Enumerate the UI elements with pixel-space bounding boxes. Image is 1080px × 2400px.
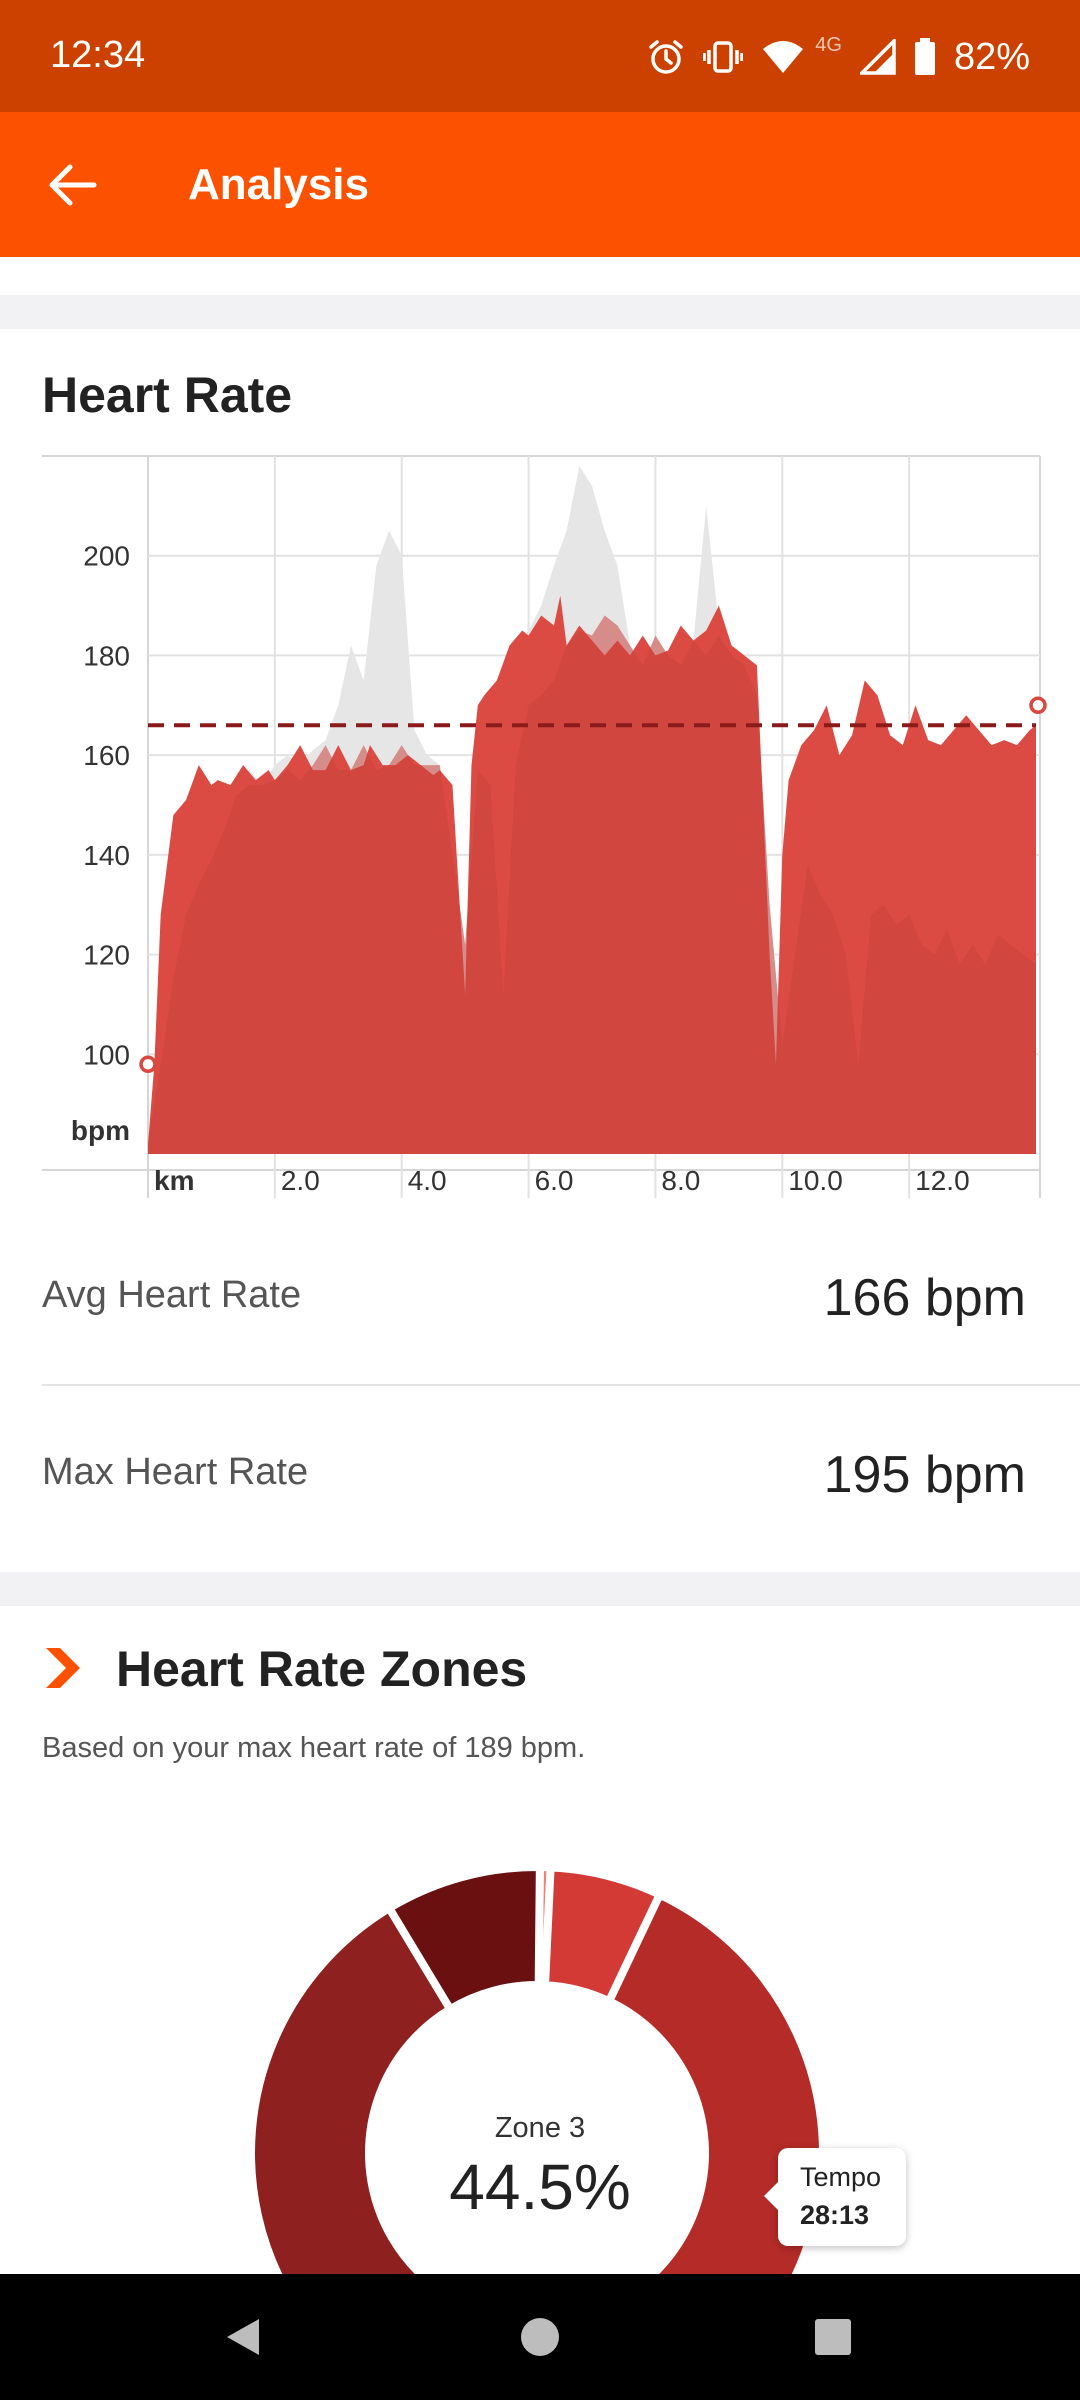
battery-percent: 82% — [953, 35, 1030, 78]
section-divider — [0, 1572, 1080, 1606]
y-axis-unit: bpm — [71, 1115, 130, 1146]
avg-heart-rate-label: Avg Heart Rate — [42, 1274, 302, 1316]
status-bar: 12:34 4G 82% — [0, 0, 1080, 112]
zone-segment-3[interactable] — [509, 1889, 827, 2274]
heart-rate-chart-svg: 100 120 140 160 180 200 2.0 4.0 6.0 8.0 10.0 12.0 bp… — [42, 455, 1047, 1198]
max-heart-rate-row: Max Heart Rate 195 bpm — [42, 1445, 1042, 1505]
alarm-icon — [649, 40, 683, 74]
max-heart-rate-value: 195 bpm — [823, 1446, 1026, 1504]
y-tick-label: 140 — [83, 840, 130, 871]
vibrate-icon — [703, 41, 744, 73]
network-label: 4G — [815, 34, 842, 56]
y-tick-label: 100 — [83, 1039, 130, 1070]
end-marker — [1029, 696, 1047, 715]
zone-tooltip: Tempo 28:13 — [764, 2148, 906, 2246]
start-marker — [139, 1055, 157, 1074]
chevron-zone-icon — [46, 1648, 80, 1688]
signal-icon — [859, 39, 896, 75]
x-axis-unit: km — [154, 1165, 194, 1196]
avg-heart-rate-value: 166 bpm — [823, 1269, 1026, 1327]
zone-center-value: 44.5% — [449, 2151, 631, 2223]
x-tick-label: 4.0 — [408, 1165, 447, 1196]
heart-rate-title: Heart Rate — [42, 367, 293, 423]
y-tick-label: 160 — [83, 740, 130, 771]
max-heart-rate-label: Max Heart Rate — [42, 1451, 309, 1493]
row-divider — [42, 1384, 1080, 1386]
zones-title: Heart Rate Zones — [116, 1641, 528, 1697]
zones-donut-svg — [247, 1862, 827, 2274]
section-divider — [0, 295, 1080, 329]
status-icons: 4G 82% — [647, 30, 1030, 84]
status-time: 12:34 — [50, 34, 146, 76]
x-tick-label: 10.0 — [788, 1165, 843, 1196]
avg-heart-rate-row: Avg Heart Rate 166 bpm — [42, 1268, 1042, 1328]
page-title: Analysis — [188, 160, 369, 209]
x-tick-label: 8.0 — [661, 1165, 700, 1196]
arrow-left-icon — [49, 164, 97, 206]
heart-rate-inner-area — [148, 615, 1036, 1154]
nav-home-button[interactable] — [507, 2304, 573, 2370]
zone-segment-5[interactable] — [383, 1863, 544, 2015]
wifi-icon — [763, 41, 804, 73]
x-tick-label: 12.0 — [915, 1165, 970, 1196]
x-tick-label: 6.0 — [535, 1165, 574, 1196]
zones-donut-chart[interactable] — [0, 1840, 1080, 2274]
app-bar: Analysis — [0, 112, 1080, 257]
tooltip-zone-name: Tempo — [800, 2162, 882, 2192]
y-tick-label: 200 — [83, 541, 130, 572]
nav-back-button[interactable] — [210, 2304, 276, 2370]
home-circle-icon — [521, 2318, 559, 2356]
heart-rate-chart[interactable]: 100 120 140 160 180 200 2.0 4.0 6.0 8.0 10.0 12.0 bp… — [0, 440, 1080, 1210]
zone-center-label: Zone 3 — [494, 2112, 586, 2144]
nav-recents-button[interactable] — [800, 2304, 866, 2370]
back-triangle-icon — [227, 2319, 259, 2355]
tooltip-zone-time: 28:13 — [800, 2200, 870, 2230]
recents-square-icon — [815, 2319, 851, 2355]
y-tick-label: 120 — [83, 940, 130, 971]
system-nav-bar — [0, 2274, 1080, 2400]
zone-segment-4[interactable] — [247, 1902, 521, 2274]
y-tick-label: 180 — [83, 640, 130, 671]
x-tick-label: 2.0 — [281, 1165, 320, 1196]
back-button[interactable] — [40, 152, 106, 218]
zones-subtitle: Based on your max heart rate of 189 bpm. — [42, 1732, 586, 1764]
battery-icon — [914, 38, 935, 75]
